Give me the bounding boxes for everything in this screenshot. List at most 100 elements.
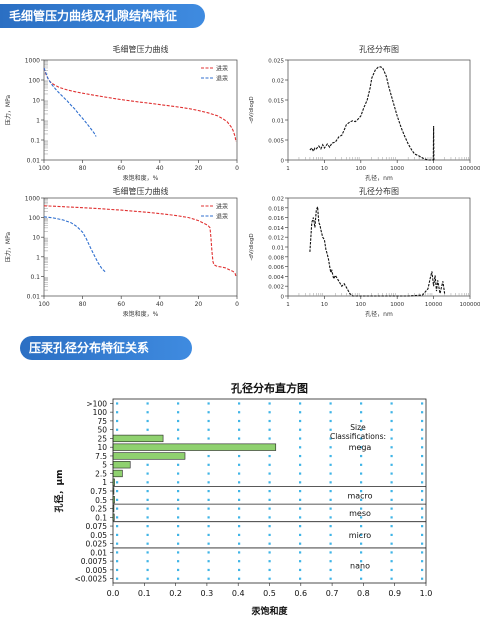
y-tick-label: 0.025 xyxy=(268,59,284,65)
grid-dot xyxy=(268,481,271,484)
x-tick-label: 10 xyxy=(321,302,328,308)
grid-dot xyxy=(360,533,363,537)
y-tick-label: 0.05 xyxy=(90,531,107,540)
y-axis-label: 孔径，μm xyxy=(53,469,65,512)
grid-dot xyxy=(360,437,363,440)
grid-dot xyxy=(421,577,424,580)
grid-dot xyxy=(268,411,271,414)
grid-dot xyxy=(207,454,210,458)
grid-dot xyxy=(146,402,149,405)
grid-dot xyxy=(329,411,332,414)
x-tick-label: 100 xyxy=(356,302,367,308)
grid-dot xyxy=(299,463,302,466)
grid-dot xyxy=(360,454,363,458)
grid-dot xyxy=(207,481,210,484)
x-tick-label: 0 xyxy=(235,165,239,172)
x-axis-label: 汞饱和度，% xyxy=(123,174,159,182)
grid-dot xyxy=(268,560,271,563)
grid-dot xyxy=(360,551,363,554)
grid-dot xyxy=(268,525,271,528)
y-tick-label: 0.01 xyxy=(272,119,284,125)
grid-dot xyxy=(146,428,149,431)
y-tick-label: 1 xyxy=(102,478,107,487)
grid-dot xyxy=(268,428,271,431)
bar-7.5 xyxy=(112,452,186,460)
grid-dot xyxy=(207,490,210,493)
y-tick-label: 100 xyxy=(93,408,108,417)
grid-dot xyxy=(421,490,424,493)
grid-dot xyxy=(238,533,241,537)
x-tick-label: 20 xyxy=(195,165,203,172)
x-tick-label: 20 xyxy=(195,301,203,308)
grid-dot xyxy=(146,498,149,501)
bar-25 xyxy=(112,434,164,443)
x-tick-label: 0.3 xyxy=(201,589,214,598)
grid-dot xyxy=(177,437,180,440)
grid-dot xyxy=(360,490,363,493)
grid-dot xyxy=(390,568,393,572)
y-tick-label: 1 xyxy=(36,118,40,125)
grid-dot xyxy=(207,402,210,405)
y-tick-label: 100 xyxy=(29,215,41,222)
y-tick-label: 10 xyxy=(32,235,40,242)
x-tick-label: 80 xyxy=(79,301,87,308)
y-tick-label: 5 xyxy=(102,461,107,470)
grid-dot xyxy=(116,533,119,537)
grid-dot xyxy=(268,542,271,545)
chart-title: 毛细管压力曲线 xyxy=(113,186,169,196)
grid-dot xyxy=(146,463,149,466)
grid-dot xyxy=(329,463,332,466)
grid-dot xyxy=(360,463,363,466)
grid-dot xyxy=(421,463,424,466)
x-tick-label: 100 xyxy=(38,301,50,308)
x-tick-label: 0.2 xyxy=(169,589,182,598)
x-tick-label: 0.1 xyxy=(138,589,151,598)
grid-dot xyxy=(360,472,363,475)
grid-dot xyxy=(207,516,210,519)
chart-title: 孔径分布图 xyxy=(359,44,399,54)
y-axis-label: -dV/dlogD xyxy=(249,233,255,260)
x-tick-label: 100 xyxy=(38,165,50,172)
grid-dot xyxy=(207,560,210,563)
grid-dot xyxy=(177,481,180,484)
y-axis-label: 压力，MPa xyxy=(4,95,12,126)
y-tick-label: 0.012 xyxy=(268,236,284,242)
grid-dot xyxy=(390,551,393,554)
grid-dot xyxy=(146,568,149,572)
y-tick-label: 50 xyxy=(97,426,107,435)
grid-dot xyxy=(390,498,393,501)
grid-dot xyxy=(116,551,119,554)
grid-dot xyxy=(146,481,149,484)
x-tick-label: 10000 xyxy=(425,166,443,172)
grid-dot xyxy=(207,437,210,440)
y-tick-label: 0.1 xyxy=(30,138,40,145)
y-tick-label: 0.1 xyxy=(30,274,40,281)
x-tick-label: 1000 xyxy=(390,166,404,172)
grid-dot xyxy=(116,481,119,484)
grid-dot xyxy=(238,542,241,545)
x-tick-label: 60 xyxy=(117,165,125,172)
grid-dot xyxy=(116,498,119,501)
y-tick-label: 1 xyxy=(36,254,40,261)
y-tick-label: 0.005 xyxy=(268,139,284,145)
x-tick-label: 0 xyxy=(235,301,239,308)
x-tick-label: 100000 xyxy=(460,302,480,308)
y-tick-label: 0.01 xyxy=(272,246,284,252)
grid-dot xyxy=(421,454,424,458)
grid-dot xyxy=(146,516,149,519)
grid-dot xyxy=(268,419,271,423)
grid-dot xyxy=(329,516,332,519)
size-heading: Size xyxy=(350,423,366,432)
series-line-extrusion xyxy=(43,216,107,273)
grid-dot xyxy=(421,560,424,563)
grid-dot xyxy=(177,428,180,431)
grid-dot xyxy=(116,411,119,414)
grid-dot xyxy=(421,498,424,501)
grid-dot xyxy=(360,525,363,528)
y-tick-label: 100 xyxy=(29,78,41,85)
grid-dot xyxy=(177,560,180,563)
y-axis-label: 压力，MPa xyxy=(4,232,12,263)
y-tick-label: 0.5 xyxy=(95,496,107,505)
grid-dot xyxy=(238,560,241,563)
grid-dot xyxy=(177,551,180,554)
